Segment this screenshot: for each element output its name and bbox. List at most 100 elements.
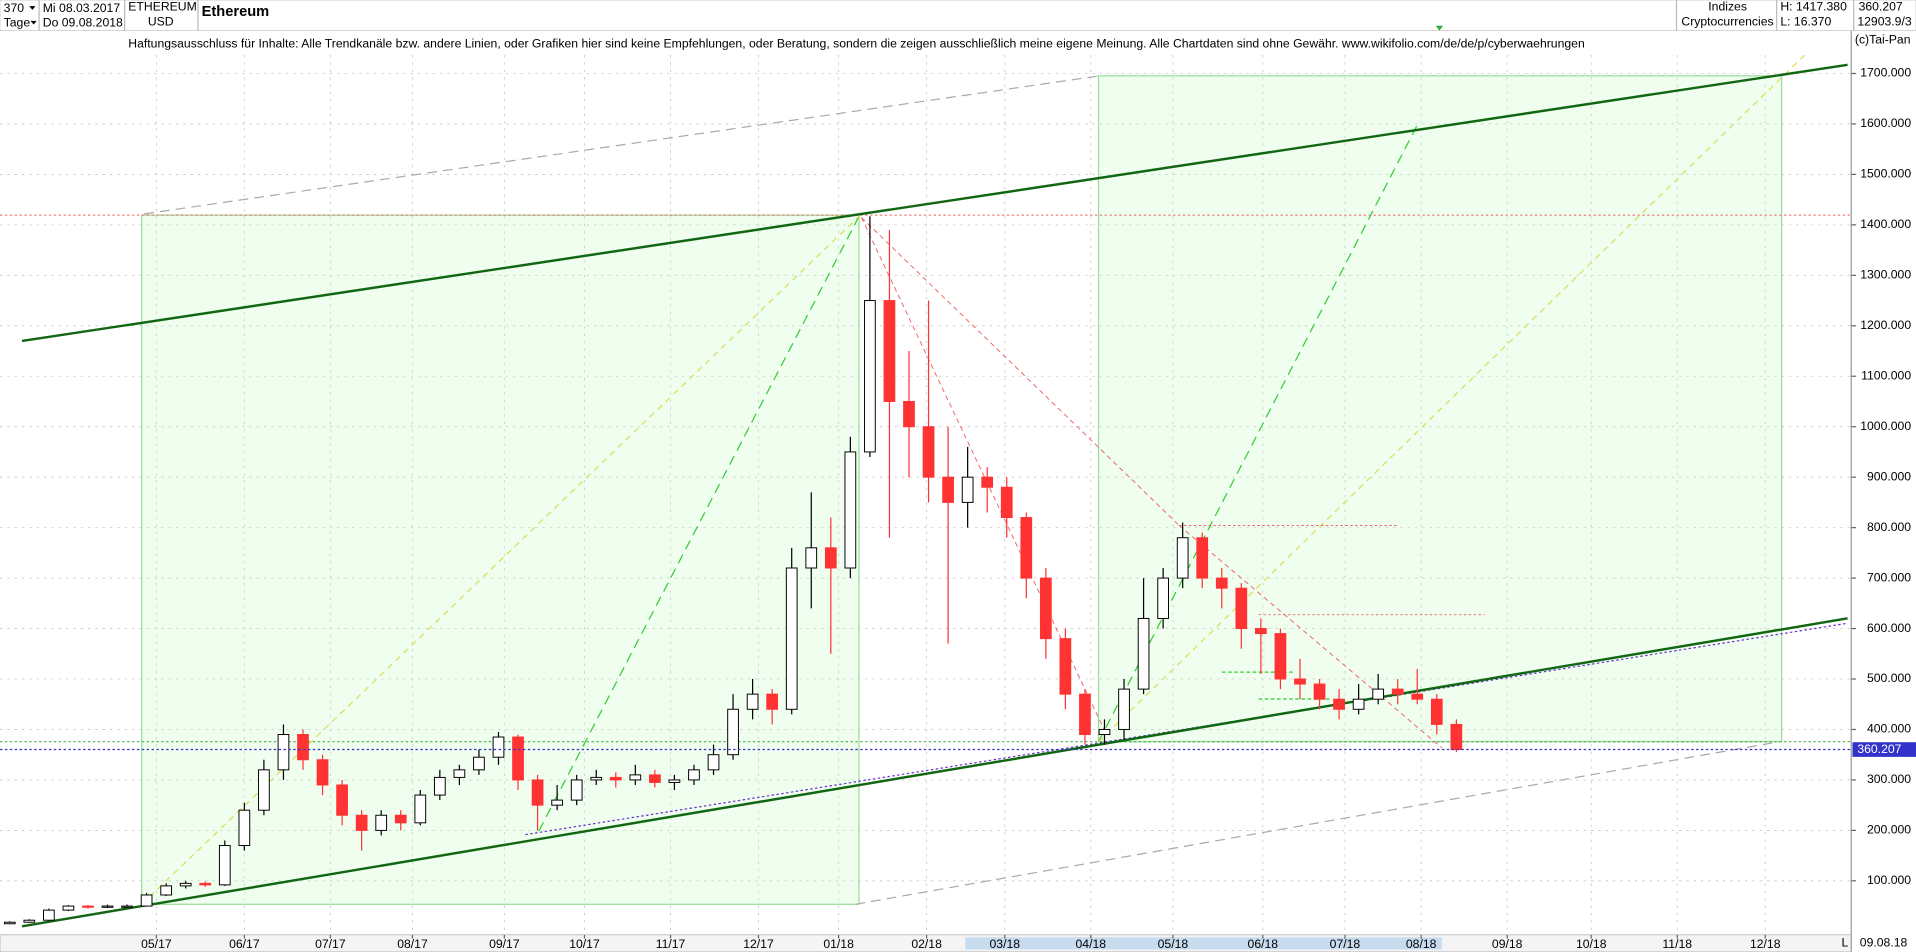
candle-body — [1118, 688, 1130, 730]
trend-line — [1097, 124, 1418, 743]
candle-body — [179, 882, 192, 887]
candle-body — [649, 774, 661, 783]
x-tick-label: 09/18 — [1492, 937, 1523, 951]
x-range-highlight — [965, 937, 1442, 950]
y-tick-label: 700.000 — [1867, 570, 1911, 584]
candle-body — [1333, 698, 1345, 710]
candle-body — [609, 776, 622, 781]
candle-body — [1215, 577, 1228, 589]
trend-line — [1178, 525, 1443, 749]
candle-body — [864, 300, 876, 453]
candle-body — [258, 769, 270, 811]
candle-body — [1391, 688, 1404, 695]
x-tick-label: 07/17 — [315, 937, 346, 951]
x-tick-label: 01/18 — [823, 937, 854, 951]
candle-body — [3, 921, 16, 925]
trend-line — [855, 742, 1772, 905]
x-tick-label: 04/18 — [1076, 937, 1107, 951]
y-tick-label: 1300.000 — [1860, 268, 1911, 282]
candle-body — [766, 693, 779, 710]
candle-body — [297, 734, 309, 761]
x-tick-label: 10/17 — [569, 937, 600, 951]
candle-body — [1039, 577, 1052, 640]
candle-body — [433, 776, 446, 796]
candle-body — [101, 905, 114, 908]
dropdown-arrow — [30, 20, 37, 25]
volume: 12903.9/3 — [1857, 14, 1912, 28]
trend-line — [861, 217, 1180, 526]
candle-body — [1020, 517, 1033, 579]
candle-body — [688, 769, 700, 781]
candle-body — [883, 300, 896, 402]
plot — [0, 55, 1852, 935]
toolbar-bg — [0, 0, 1916, 31]
y-tick-label: 1000.000 — [1860, 419, 1911, 433]
candle-body — [1157, 577, 1169, 619]
candle-body — [590, 776, 603, 781]
candle-body — [140, 894, 153, 907]
dropdown-arrow — [29, 6, 36, 10]
x-tick-label: 03/18 — [990, 937, 1021, 951]
candle-body — [707, 754, 720, 771]
x-tick-label: 05/18 — [1158, 937, 1189, 951]
copyright: (c)Tai-Pan — [1855, 33, 1911, 47]
candle-body — [727, 708, 739, 756]
candle-body — [218, 845, 231, 886]
y-tick-label: 800.000 — [1867, 520, 1911, 534]
candles — [0, 216, 1852, 925]
candle-body — [785, 567, 798, 710]
market: Cryptocurrencies — [1681, 14, 1773, 28]
x-tick-label: 02/18 — [911, 937, 942, 951]
x-tick-label: 07/18 — [1330, 937, 1361, 951]
candle-body — [551, 799, 563, 806]
end-date: Do 09.08.2018 — [43, 15, 123, 29]
high-value: H: 1417.380 — [1780, 0, 1847, 14]
x-tick-label: 12/18 — [1750, 937, 1781, 951]
candle-body — [1255, 628, 1267, 635]
candle-body — [942, 476, 954, 503]
candle-body — [1372, 688, 1385, 700]
candle-body — [1176, 537, 1189, 579]
candle-body — [160, 885, 173, 896]
candle-body — [199, 882, 212, 886]
candle-body — [316, 759, 329, 786]
candle-body — [336, 784, 348, 816]
candle-body — [981, 476, 994, 488]
x-tick-label: 10/18 — [1576, 937, 1607, 951]
last-price-box — [1852, 742, 1916, 757]
x-tick-label: 08/17 — [397, 937, 428, 951]
count-select[interactable]: 370 — [4, 1, 25, 15]
y-tick-label: 1600.000 — [1860, 116, 1911, 130]
scale-mode: L — [1841, 936, 1848, 950]
x-tick-label: 06/18 — [1248, 937, 1279, 951]
y-tick-label: 400.000 — [1867, 722, 1911, 736]
candle-body — [1430, 698, 1443, 725]
candle-body — [473, 756, 485, 771]
candle-body — [1000, 486, 1013, 519]
candle-body — [492, 736, 505, 758]
channel-upper — [21, 63, 1848, 343]
period-select[interactable]: Tage — [4, 15, 31, 29]
x-tick-label: 11/17 — [656, 937, 686, 951]
candle-body — [922, 426, 935, 478]
start-date: Mi 08.03.2017 — [43, 1, 121, 15]
y-tick-label: 100.000 — [1867, 873, 1911, 887]
group: Indizes — [1708, 0, 1747, 14]
candle-body — [805, 547, 818, 569]
y-tick-label: 200.000 — [1867, 823, 1911, 837]
y-tick-label: 1500.000 — [1860, 167, 1911, 181]
x-tick-label: 09/17 — [489, 937, 520, 951]
chart-title: Ethereum — [202, 4, 270, 20]
x-tick-label: 08/18 — [1406, 937, 1437, 951]
drawings — [0, 50, 1852, 928]
candle-body — [531, 779, 544, 806]
candle-body — [1450, 723, 1463, 751]
candle-body — [961, 476, 974, 503]
last-value: 360.207 — [1859, 0, 1903, 14]
channel-lower — [21, 617, 1848, 928]
candle-body — [394, 814, 407, 824]
candle-body — [355, 814, 368, 831]
candle-body — [43, 909, 55, 921]
